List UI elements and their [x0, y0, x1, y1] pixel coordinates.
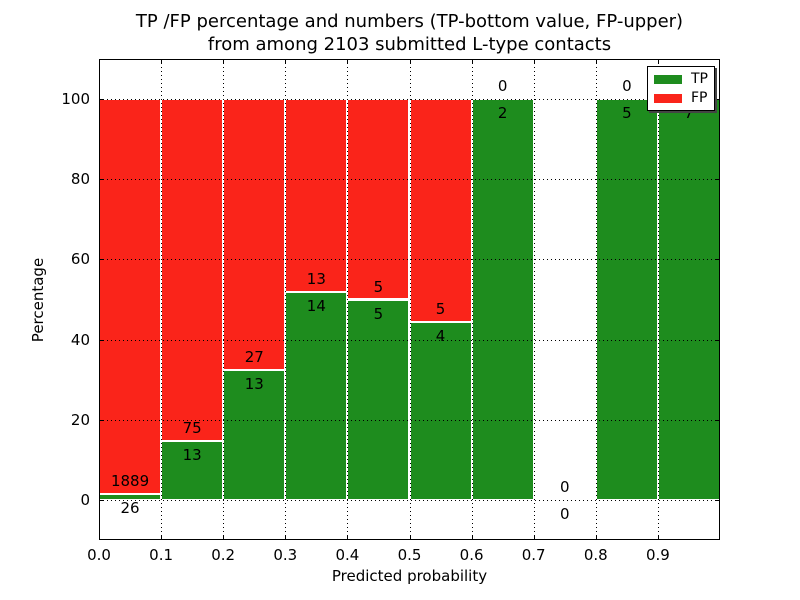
y-tick-label: 60: [70, 250, 90, 269]
x-tick-label: 0.2: [211, 546, 236, 564]
y-tick-label: 0: [80, 490, 90, 509]
x-tick-label: 0.6: [459, 546, 484, 564]
legend-item-fp: FP: [648, 89, 714, 106]
y-tick-label: 40: [70, 330, 90, 349]
chart-title-line2: from among 2103 submitted L-type contact…: [207, 34, 612, 55]
x-tick-label: 0.4: [335, 546, 360, 564]
legend-label-fp: FP: [691, 89, 708, 106]
y-tick-label: 80: [70, 170, 90, 189]
legend-label-tp: TP: [691, 70, 708, 87]
y-tick-label: 20: [70, 410, 90, 429]
chart-title-line1: TP /FP percentage and numbers (TP-bottom…: [135, 11, 684, 32]
legend-item-tp: TP: [648, 70, 714, 87]
x-tick-label: 0.1: [149, 546, 174, 564]
x-axis-label: Predicted probability: [331, 567, 488, 585]
x-tick-label: 0.9: [645, 546, 670, 564]
plot-area: 188926751327131314555402000507 TP FP: [99, 59, 720, 540]
y-tick-label: 100: [61, 90, 90, 109]
x-tick-label: 0.0: [87, 546, 111, 564]
x-tick-label: 0.5: [397, 546, 422, 564]
fp-swatch-icon: [654, 93, 682, 103]
x-tick-label: 0.8: [583, 546, 608, 564]
x-tick-label: 0.7: [521, 546, 546, 564]
chart-title: TP /FP percentage and numbers (TP-bottom…: [99, 10, 720, 56]
x-tick-label: 0.3: [273, 546, 298, 564]
legend: TP FP: [647, 66, 715, 111]
plot-frame: [99, 59, 720, 540]
tp-swatch-icon: [654, 74, 682, 84]
y-axis-label: Percentage: [29, 257, 47, 343]
